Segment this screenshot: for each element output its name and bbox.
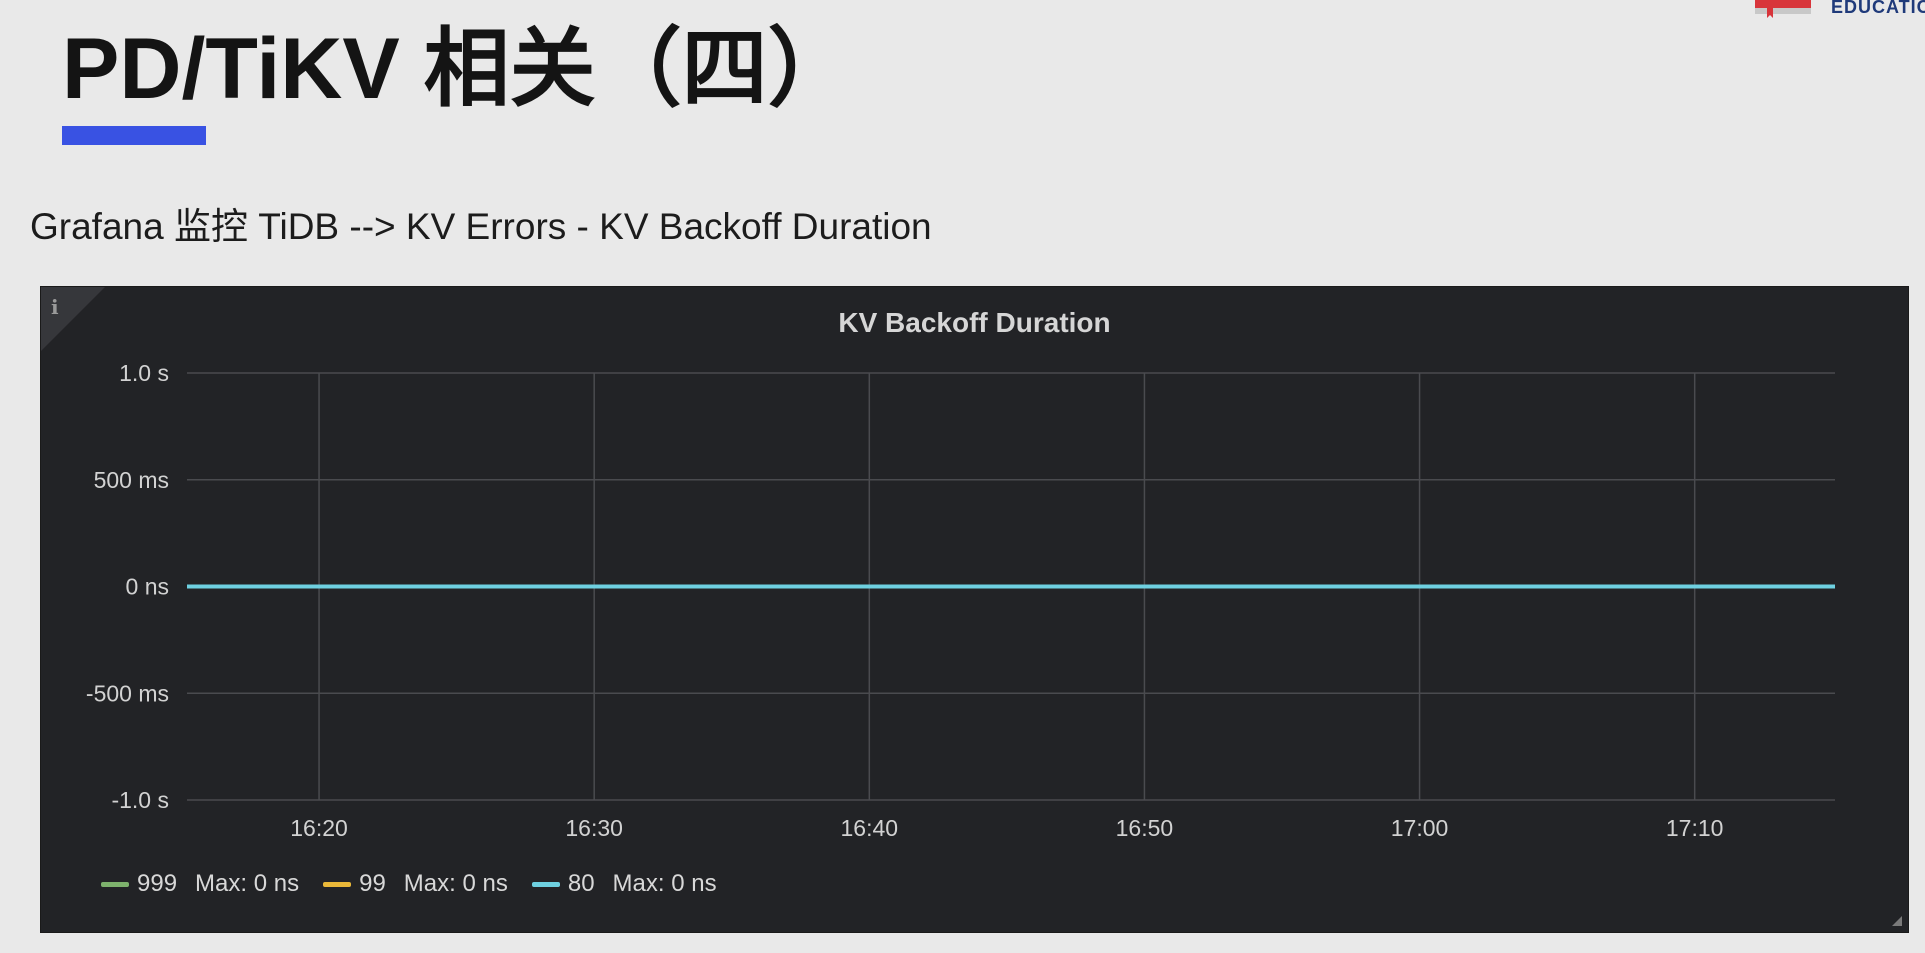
legend-series-name: 80 [567,870,595,897]
chart-legend: 999 Max: 0 ns 99 Max: 0 ns 80 Max: 0 ns [101,870,717,898]
x-tick-label: 16:50 [1116,815,1174,841]
legend-series-name: 999 [137,870,178,897]
legend-item-99[interactable]: 99 Max: 0 ns [323,870,508,898]
panel-resize-handle[interactable] [1892,916,1902,926]
legend-item-80[interactable]: 80 Max: 0 ns [531,870,717,898]
legend-max-value: Max: 0 ns [612,870,717,897]
legend-swatch [101,881,129,887]
x-tick-label: 16:30 [565,815,623,841]
legend-swatch [531,881,560,887]
book-logo-icon [1755,0,1811,18]
slide-title: PD/TiKV 相关（四） [62,21,854,117]
legend-max-value: Max: 0 ns [403,870,508,897]
chart-plot: 1.0 s 500 ms 0 ns -500 ms -1.0 s 16:20 16:30 16… [86,360,1835,841]
y-tick-label: 0 ns [126,574,169,600]
info-icon[interactable]: i [51,295,59,319]
title-underline [62,126,206,145]
y-tick-label: 1.0 s [119,360,169,386]
x-tick-label: 17:00 [1391,815,1449,841]
x-tick-label: 17:10 [1666,815,1724,841]
panel-info-corner[interactable] [41,287,105,351]
y-tick-label: -1.0 s [111,787,169,813]
x-tick-label: 16:20 [290,815,348,841]
brand-text: EDUCATIO [1831,0,1925,17]
legend-item-999[interactable]: 999 Max: 0 ns [101,870,299,898]
x-tick-label: 16:40 [841,815,899,841]
panel-title[interactable]: KV Backoff Duration [838,307,1111,338]
y-tick-label: -500 ms [86,680,169,706]
slide-subtitle: Grafana 监控 TiDB --> KV Errors - KV Backo… [30,206,932,247]
brand-logo-area: EDUCATIO [1725,0,1925,24]
legend-series-name: 99 [359,870,386,897]
legend-swatch [323,881,352,887]
legend-max-value: Max: 0 ns [195,870,300,897]
y-tick-label: 500 ms [94,467,169,493]
grafana-panel: i KV Backoff Duration 1.0 s 500 ms 0 ns -50… [40,286,1909,933]
